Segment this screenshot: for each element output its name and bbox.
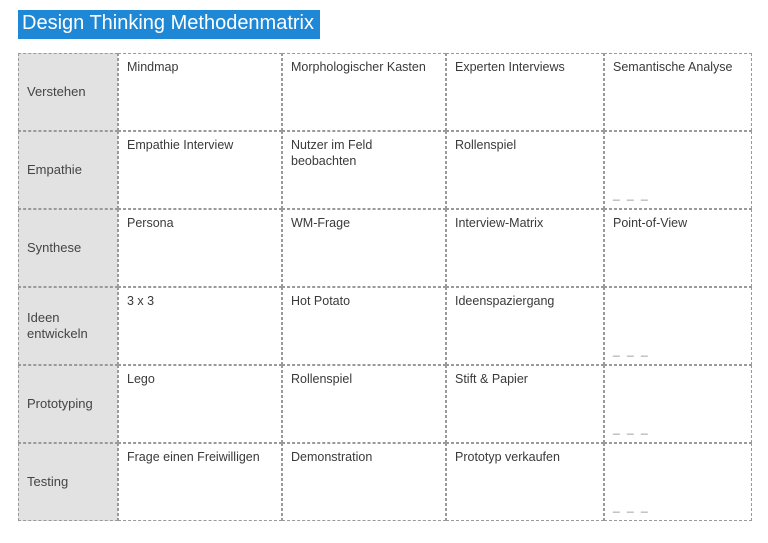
placeholder-mark: _ _ _: [613, 499, 650, 514]
matrix-cell: Point-of-View: [604, 209, 752, 287]
matrix-cell: Experten Interviews: [446, 53, 604, 131]
matrix-cell-empty: _ _ _: [604, 365, 752, 443]
placeholder-mark: _ _ _: [613, 187, 650, 202]
row-label: Testing: [18, 443, 118, 521]
method-matrix: Verstehen Mindmap Morphologischer Kasten…: [18, 53, 750, 521]
matrix-cell: Morphologischer Kasten: [282, 53, 446, 131]
matrix-cell: Mindmap: [118, 53, 282, 131]
row-label: Ideen entwickeln: [18, 287, 118, 365]
matrix-cell: 3 x 3: [118, 287, 282, 365]
matrix-cell: Interview-Matrix: [446, 209, 604, 287]
matrix-cell-empty: _ _ _: [604, 287, 752, 365]
placeholder-mark: _ _ _: [613, 421, 650, 436]
row-label: Prototyping: [18, 365, 118, 443]
matrix-cell: Empathie Interview: [118, 131, 282, 209]
matrix-cell: Demonstration: [282, 443, 446, 521]
row-label: Synthese: [18, 209, 118, 287]
matrix-cell: Rollenspiel: [282, 365, 446, 443]
page-title: Design Thinking Methodenmatrix: [18, 10, 320, 39]
matrix-cell: Persona: [118, 209, 282, 287]
matrix-cell: Hot Potato: [282, 287, 446, 365]
placeholder-mark: _ _ _: [613, 343, 650, 358]
matrix-cell: Lego: [118, 365, 282, 443]
row-label: Verstehen: [18, 53, 118, 131]
matrix-cell: WM-Frage: [282, 209, 446, 287]
row-label: Empathie: [18, 131, 118, 209]
matrix-cell-empty: _ _ _: [604, 131, 752, 209]
matrix-cell: Rollenspiel: [446, 131, 604, 209]
matrix-cell: Frage einen Freiwilligen: [118, 443, 282, 521]
matrix-cell-empty: _ _ _: [604, 443, 752, 521]
matrix-cell: Ideenspaziergang: [446, 287, 604, 365]
matrix-cell: Prototyp verkaufen: [446, 443, 604, 521]
matrix-cell: Stift & Papier: [446, 365, 604, 443]
matrix-cell: Nutzer im Feld beobachten: [282, 131, 446, 209]
matrix-cell: Semantische Analyse: [604, 53, 752, 131]
